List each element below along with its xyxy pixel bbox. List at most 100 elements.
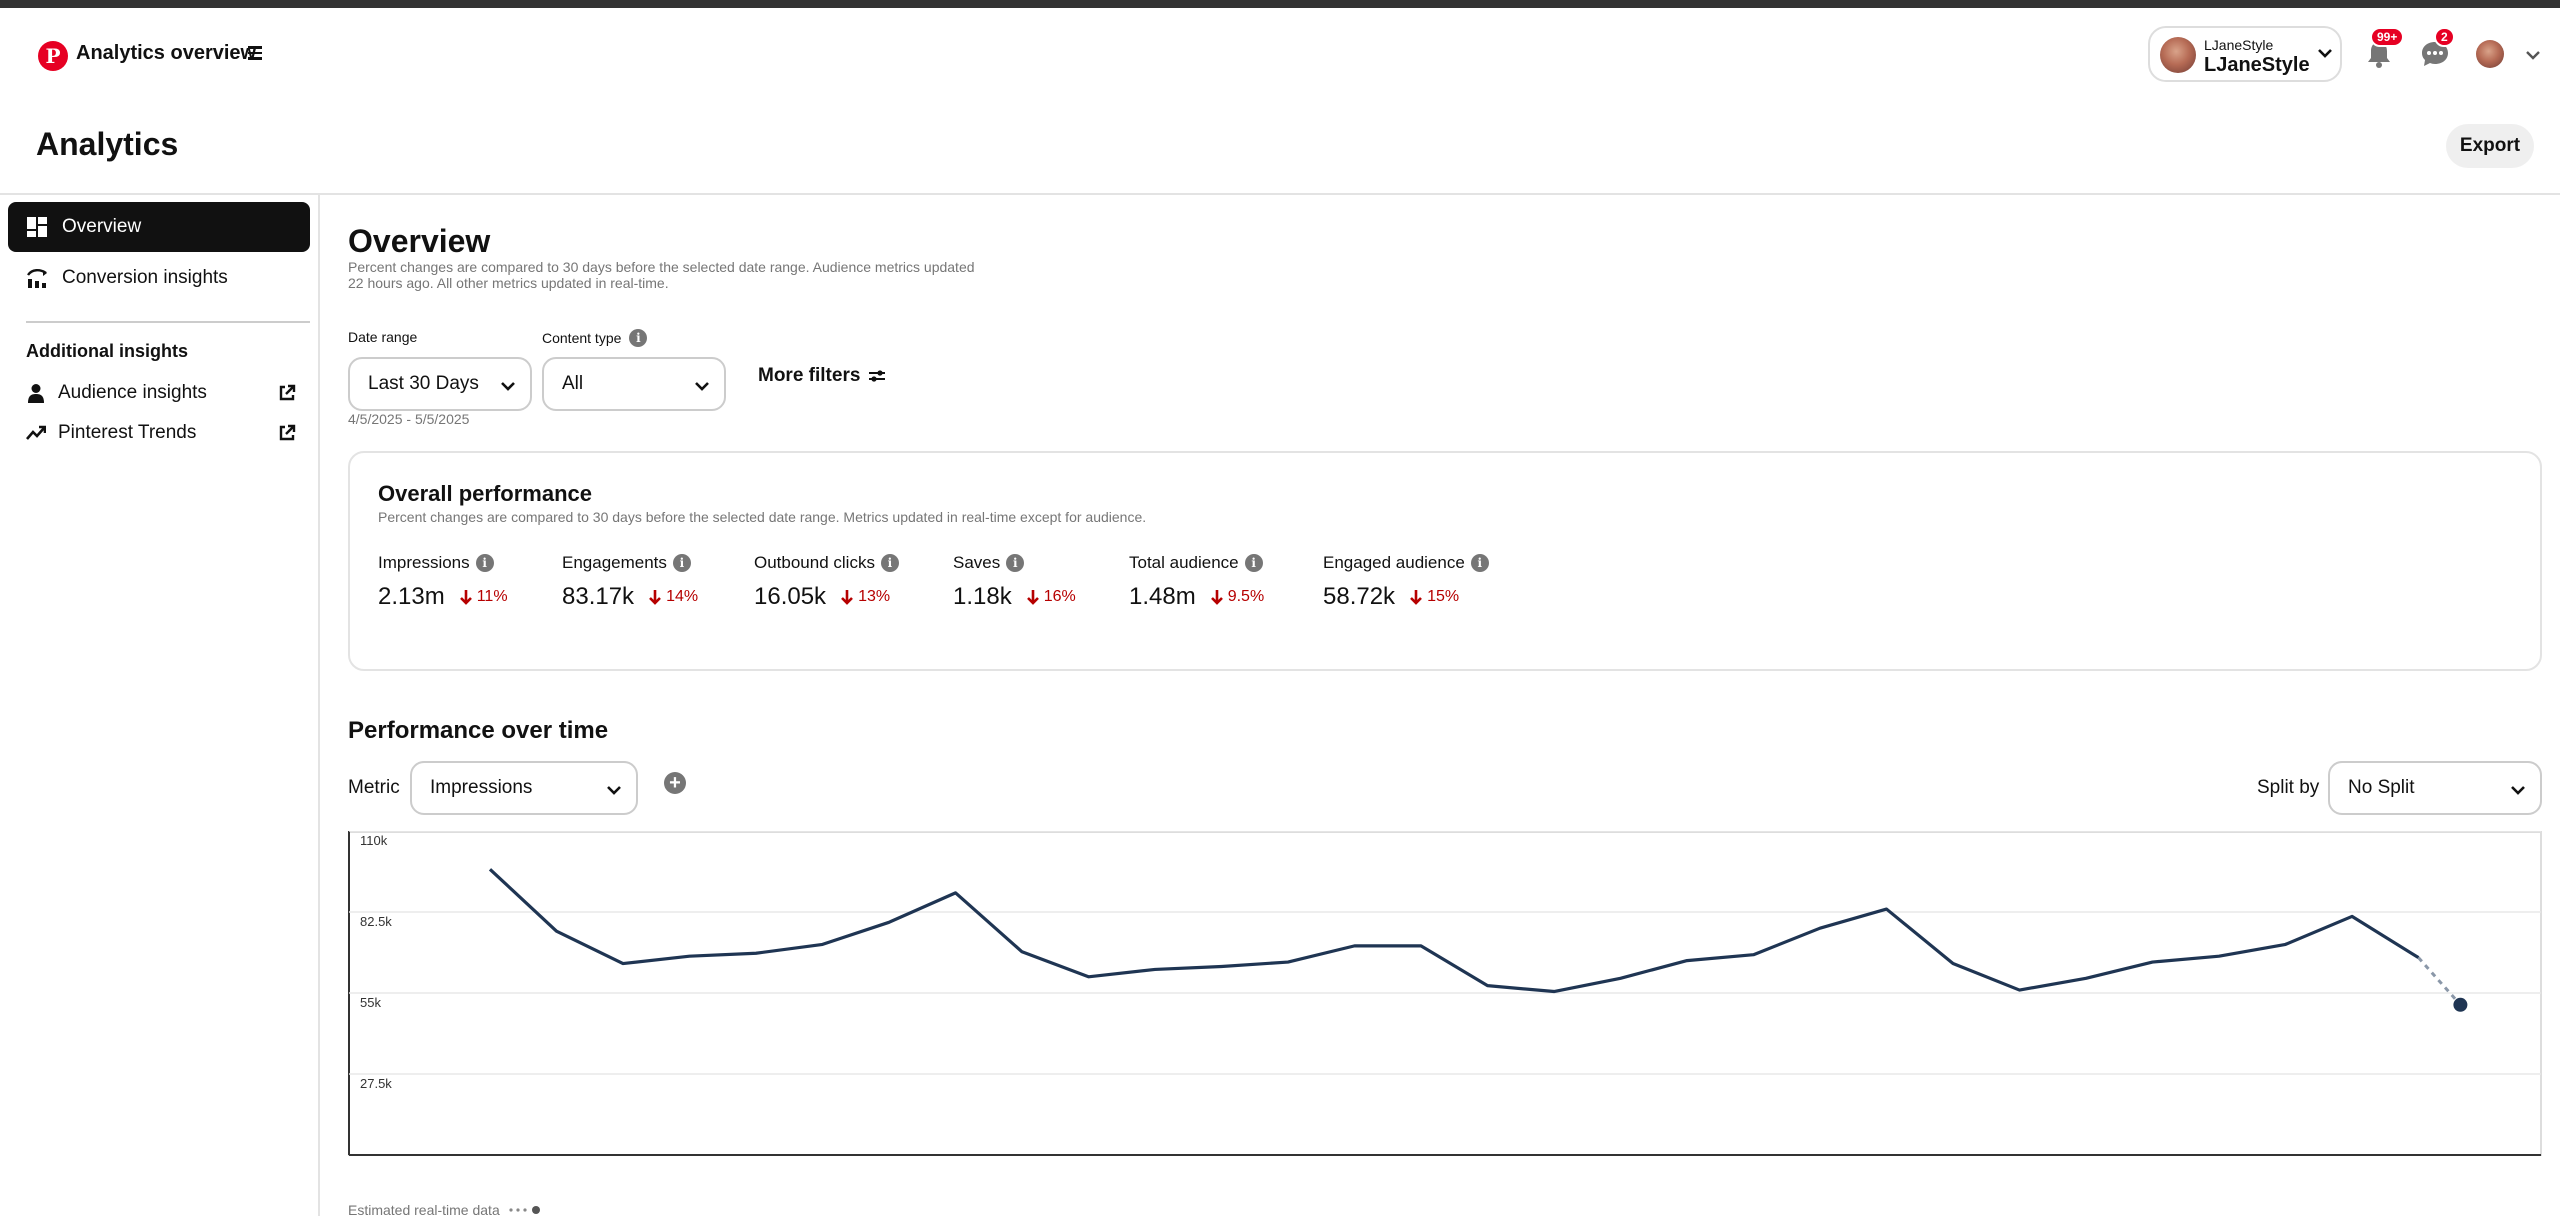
y-tick-label: 27.5k <box>360 1076 392 1091</box>
metric-change: 9.5% <box>1227 588 1265 605</box>
sidebar-item-label: Overview <box>62 216 142 237</box>
info-icon[interactable]: i <box>1244 554 1263 572</box>
conversion-icon <box>27 269 47 288</box>
messages-badge: 2 <box>2434 27 2455 47</box>
page-title: Analytics <box>36 126 179 162</box>
sidebar-item-conversion-insights[interactable]: Conversion insights <box>8 253 310 303</box>
hamburger-menu-icon[interactable] <box>248 46 262 60</box>
metric-total-audience[interactable]: Total audience i 1.48m 9.5% <box>1129 553 1264 611</box>
window-top-bar <box>0 0 2560 8</box>
performance-over-time-title: Performance over time <box>348 717 609 744</box>
content-type-label: Content type <box>542 330 622 346</box>
bell-icon[interactable] <box>2366 40 2392 68</box>
series-line <box>488 868 2420 994</box>
chevron-down-icon <box>501 382 515 391</box>
overall-performance-title: Overall performance <box>378 481 592 506</box>
content-type-select[interactable]: All <box>542 357 726 411</box>
date-range-select[interactable]: Last 30 Days <box>348 357 532 411</box>
metric-value: 2.13m <box>378 583 445 610</box>
metric-engaged-audience[interactable]: Engaged audience i 58.72k 15% <box>1323 553 1489 611</box>
metric-label: Engaged audience <box>1323 553 1465 572</box>
sidebar-item-overview[interactable]: Overview <box>8 202 310 252</box>
arrow-down-icon <box>459 590 472 605</box>
arrow-down-icon <box>649 590 661 605</box>
header-divider <box>0 193 2560 195</box>
metric-label: Outbound clicks <box>754 553 875 572</box>
app-title[interactable]: Analytics overview <box>76 42 257 64</box>
info-icon[interactable]: i <box>629 329 648 347</box>
split-by-select[interactable]: No Split <box>2328 761 2542 815</box>
metric-saves[interactable]: Saves i 1.18k 16% <box>953 553 1076 611</box>
metric-value: 1.18k <box>953 583 1012 610</box>
sidebar-link-pinterest-trends[interactable]: Pinterest Trends <box>26 418 296 448</box>
chevron-down-icon[interactable] <box>2524 46 2542 64</box>
content-type-value: All <box>562 373 584 394</box>
external-link-icon <box>279 384 296 401</box>
trend-icon <box>26 425 46 440</box>
arrow-down-icon <box>1410 590 1422 605</box>
sidebar-item-label: Conversion insights <box>62 267 228 288</box>
metric-label: Engagements <box>562 553 667 572</box>
metric-select-value: Impressions <box>430 777 533 798</box>
date-range-value: Last 30 Days <box>368 373 479 394</box>
estimated-point <box>2453 997 2468 1012</box>
info-icon[interactable]: i <box>1006 554 1025 572</box>
split-by-label: Split by <box>2257 777 2320 798</box>
metric-value: 1.48m <box>1129 583 1196 610</box>
metric-label: Metric <box>348 777 400 798</box>
info-icon[interactable]: i <box>475 554 494 572</box>
arrow-down-icon <box>841 590 853 605</box>
metric-select[interactable]: Impressions <box>410 761 638 815</box>
y-tick-label: 55k <box>360 995 381 1010</box>
metric-change: 15% <box>1427 588 1460 605</box>
account-username: LJaneStyle <box>2204 54 2310 76</box>
notifications-badge: 99+ <box>2370 27 2405 47</box>
info-icon[interactable]: i <box>880 554 899 572</box>
more-filters-button[interactable]: More filters <box>758 365 886 387</box>
external-link-icon <box>279 424 296 441</box>
info-icon[interactable]: i <box>672 554 691 572</box>
chevron-down-icon <box>2318 49 2332 58</box>
metric-outbound-clicks[interactable]: Outbound clicks i 16.05k 13% <box>754 553 899 611</box>
overview-title: Overview <box>348 223 491 259</box>
split-by-value: No Split <box>2348 777 2415 798</box>
metric-value: 16.05k <box>754 583 827 610</box>
additional-insights-heading: Additional insights <box>26 341 188 361</box>
add-metric-icon[interactable]: + <box>664 772 686 794</box>
info-icon[interactable]: i <box>1470 554 1489 572</box>
overview-description: Percent changes are compared to 30 days … <box>348 259 975 291</box>
metric-label: Impressions <box>378 553 470 572</box>
metric-engagements[interactable]: Engagements i 83.17k 14% <box>562 553 698 611</box>
avatar <box>2160 37 2196 73</box>
messages-icon[interactable] <box>2420 40 2450 68</box>
arrow-down-icon <box>1210 590 1223 605</box>
estimated-data-legend: Estimated real-time data <box>348 1202 544 1216</box>
estimated-data-label: Estimated real-time data <box>348 1202 500 1216</box>
metric-value: 58.72k <box>1323 583 1396 610</box>
metric-change: 16% <box>1043 588 1076 605</box>
account-username-small: LJaneStyle <box>2204 37 2274 53</box>
metric-change: 14% <box>666 588 699 605</box>
filter-sliders-icon <box>869 370 886 382</box>
sidebar-link-audience-insights[interactable]: Audience insights <box>26 378 296 408</box>
sidebar-divider <box>26 321 310 323</box>
export-button[interactable]: Export <box>2446 124 2534 168</box>
metric-value: 83.17k <box>562 583 635 610</box>
chevron-down-icon <box>695 382 709 391</box>
sidebar: Overview Conversion insights Additional … <box>0 195 320 1216</box>
metric-impressions[interactable]: Impressions i 2.13m 11% <box>378 553 508 611</box>
estimated-line <box>2417 956 2462 1006</box>
y-tick-label: 82.5k <box>360 914 392 929</box>
account-switcher[interactable]: LJaneStyle LJaneStyle <box>2148 26 2342 82</box>
metric-label: Saves <box>953 553 1001 572</box>
pinterest-logo-icon[interactable]: P <box>38 41 68 71</box>
content-type-label-wrap: Content type i <box>542 329 648 347</box>
dashboard-icon <box>27 217 47 237</box>
person-icon <box>28 384 44 403</box>
profile-avatar[interactable] <box>2476 40 2504 68</box>
overall-performance-card: Overall performance Percent changes are … <box>348 451 2542 671</box>
chevron-down-icon <box>607 786 621 795</box>
date-range-label: Date range <box>348 329 418 345</box>
